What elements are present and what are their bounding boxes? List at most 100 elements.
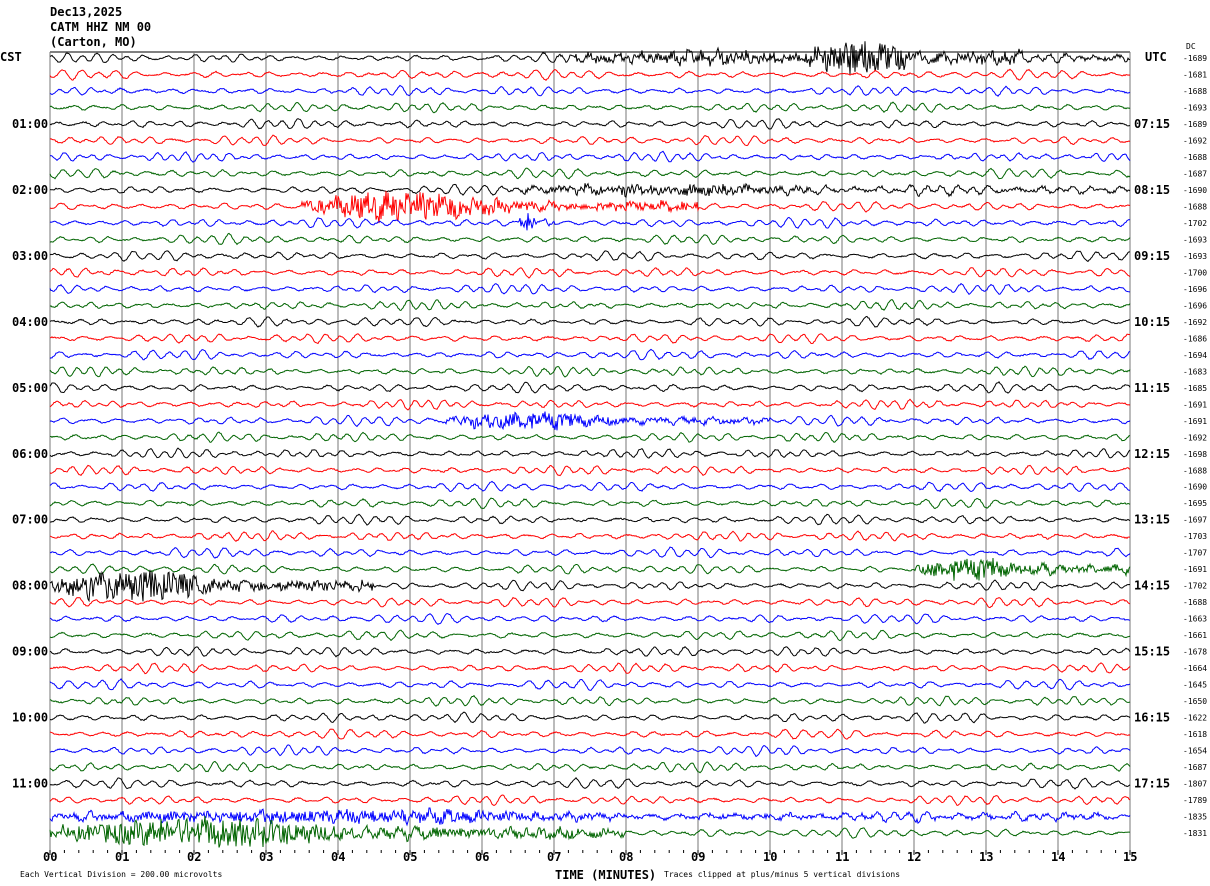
x-tick-label: 13 (979, 850, 993, 864)
dc-offset-label: -1691 (1183, 400, 1207, 409)
trace-line (49, 678, 1131, 691)
cst-axis-label: CST (0, 50, 22, 64)
utc-axis-label: UTC (1145, 50, 1167, 64)
dc-offset-label: -1691 (1183, 565, 1207, 574)
x-tick-label: 08 (619, 850, 633, 864)
dc-offset-label: -1700 (1183, 268, 1207, 277)
trace-line (49, 530, 1130, 542)
x-tick-label: 02 (187, 850, 201, 864)
dc-offset-label: -1693 (1183, 103, 1207, 112)
utc-hour-label: 12:15 (1134, 447, 1170, 461)
trace-line (49, 447, 1131, 459)
trace-line (49, 68, 1131, 82)
utc-hour-label: 09:15 (1134, 249, 1170, 263)
clip-note: Traces clipped at plus/minus 5 vertical … (664, 870, 900, 879)
utc-hour-label: 13:15 (1134, 513, 1170, 527)
dc-offset-label: -1681 (1183, 70, 1207, 79)
dc-offset-label: -1696 (1183, 301, 1207, 310)
trace-line (49, 815, 1130, 848)
dc-offset-label: -1690 (1183, 483, 1207, 492)
dc-offset-label: -1692 (1183, 318, 1207, 327)
cst-hour-label: 01:00 (12, 117, 48, 131)
utc-hour-label: 10:15 (1134, 315, 1170, 329)
dc-offset-label: -1691 (1183, 417, 1207, 426)
trace-line (49, 250, 1130, 263)
utc-hour-label: 07:15 (1134, 117, 1170, 131)
trace-line (49, 777, 1131, 790)
dc-offset-label: -1687 (1183, 169, 1207, 178)
dc-offset-label: -1694 (1183, 351, 1207, 360)
trace-line (49, 333, 1131, 345)
x-tick-label: 05 (403, 850, 417, 864)
dc-offset-label: -1686 (1183, 334, 1207, 343)
dc-offset-label: -1692 (1183, 433, 1207, 442)
trace-line (49, 267, 1131, 279)
trace-line (49, 190, 1131, 224)
trace-line (49, 411, 1131, 431)
cst-hour-label: 07:00 (12, 513, 48, 527)
trace-line (49, 232, 1131, 246)
trace-line (49, 662, 1131, 675)
trace-line (49, 299, 1131, 311)
dc-offset-label: -1688 (1183, 153, 1207, 162)
trace-line (49, 150, 1131, 163)
x-tick-label: 07 (547, 850, 561, 864)
trace-line (49, 213, 1131, 231)
dc-offset-label: -1703 (1183, 532, 1207, 541)
trace-line (49, 596, 1131, 609)
trace-line (49, 431, 1131, 443)
dc-offset-label: -1688 (1183, 598, 1207, 607)
dc-offset-label: -1622 (1183, 714, 1207, 723)
trace-line (49, 480, 1130, 493)
traces (49, 41, 1131, 848)
dc-offset-label: -1687 (1183, 763, 1207, 772)
trace-line (49, 557, 1131, 581)
dc-offset-label: -1654 (1183, 747, 1207, 756)
trace-line (49, 348, 1131, 361)
cst-hour-label: 02:00 (12, 183, 48, 197)
trace-line (49, 629, 1131, 642)
cst-hour-label: 10:00 (12, 711, 48, 725)
dc-offset-label: -1789 (1183, 796, 1207, 805)
x-axis-title: TIME (MINUTES) (555, 868, 656, 882)
x-tick-label: 11 (835, 850, 849, 864)
x-tick-label: 14 (1051, 850, 1065, 864)
trace-line (49, 365, 1131, 378)
dc-offset-label: -1688 (1183, 202, 1207, 211)
x-tick-label: 01 (115, 850, 129, 864)
trace-line (49, 167, 1131, 180)
trace-line (49, 497, 1131, 510)
axis-labels: 00 01 02 03 04 05 06 07 08 09 10 11 12 13 14 15 01:00 07:… (12, 54, 1207, 864)
cst-hour-label: 09:00 (12, 645, 48, 659)
trace-line (49, 84, 1131, 97)
x-tick-label: 09 (691, 850, 705, 864)
trace-line (49, 380, 1131, 394)
dc-offset-label: -1696 (1183, 285, 1207, 294)
trace-line (49, 182, 1131, 199)
trace-line (49, 101, 1131, 114)
trace-line (49, 569, 1131, 603)
x-tick-label: 03 (259, 850, 273, 864)
trace-line (49, 711, 1131, 724)
trace-line (49, 744, 1131, 758)
dc-offset-label: -1678 (1183, 648, 1207, 657)
utc-hour-label: 17:15 (1134, 777, 1170, 791)
trace-line (49, 282, 1131, 296)
dc-offset-label: -1835 (1183, 813, 1207, 822)
scale-note: Each Vertical Division = 200.00 microvol… (20, 870, 222, 879)
dc-offset-label: -1692 (1183, 136, 1207, 145)
utc-hour-label: 11:15 (1134, 381, 1170, 395)
cst-hour-label: 08:00 (12, 579, 48, 593)
x-tick-label: 10 (763, 850, 777, 864)
dc-label: DC (1186, 42, 1196, 51)
trace-line (49, 612, 1131, 626)
dc-offset-label: -1689 (1183, 120, 1207, 129)
dc-offset-label: -1688 (1183, 466, 1207, 475)
dc-offset-label: -1702 (1183, 582, 1207, 591)
dc-offset-label: -1688 (1183, 87, 1207, 96)
date-label: Dec13,2025 (50, 5, 122, 19)
trace-line (49, 398, 1131, 411)
trace-line (49, 546, 1131, 559)
dc-offset-label: -1645 (1183, 681, 1207, 690)
